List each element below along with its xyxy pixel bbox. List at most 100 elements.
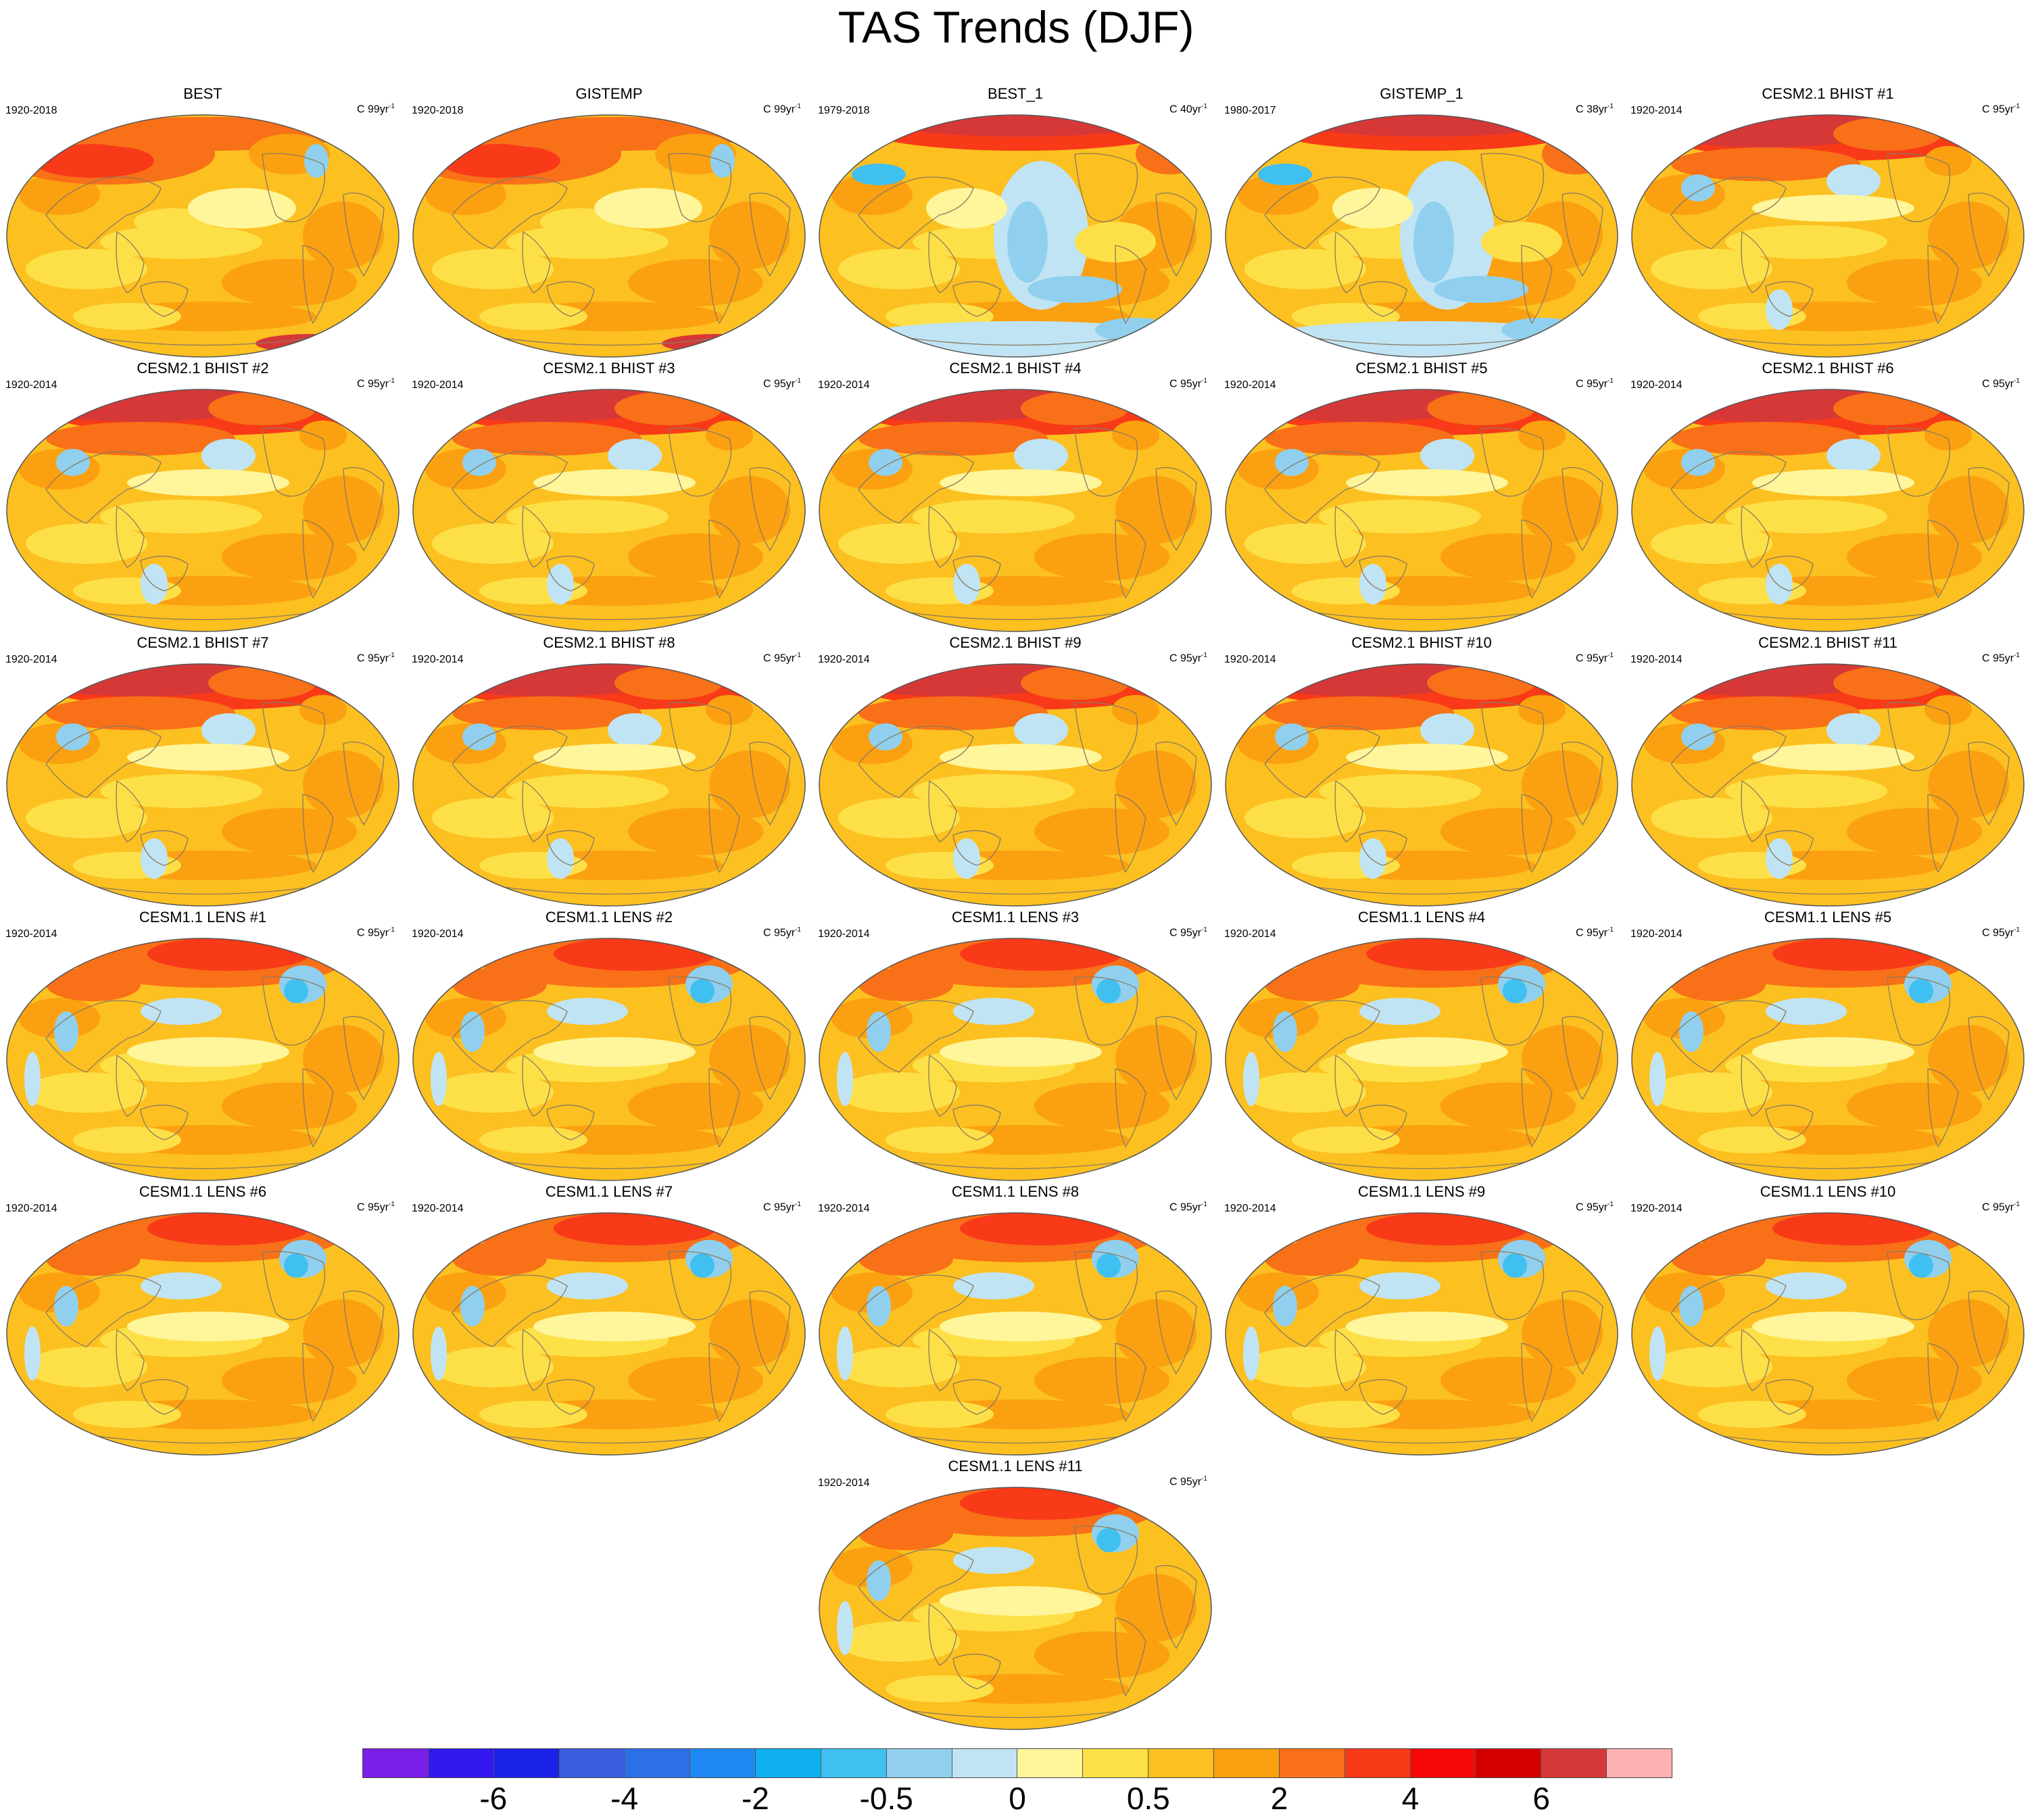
coastline	[668, 427, 732, 497]
colorbar-segment	[493, 1749, 559, 1777]
trend-region	[222, 259, 357, 306]
colorbar-labels: -6 -4 -2 -0.5 0 0.5 2 4 6	[362, 1779, 1672, 1817]
panel-units-text: C 99yr	[763, 103, 796, 116]
trend-region	[940, 1586, 1102, 1616]
trend-region	[303, 476, 384, 544]
trend-region	[1671, 696, 1860, 730]
trend-region	[303, 1025, 384, 1093]
coastline	[1115, 245, 1146, 325]
trend-region	[858, 967, 953, 1001]
trend-region	[1671, 967, 1766, 1001]
panel-units-exponent: -1	[1607, 103, 1614, 110]
trend-region	[201, 439, 256, 473]
coastline	[1115, 1343, 1146, 1422]
coastline	[492, 610, 730, 621]
trend-region	[628, 1357, 763, 1404]
coastline	[45, 451, 162, 524]
coastline	[928, 780, 957, 842]
coastline	[928, 231, 957, 293]
trend-region	[554, 938, 716, 971]
trend-region	[1332, 188, 1413, 229]
coastline	[1155, 192, 1197, 277]
panel-units-exponent: -1	[795, 377, 801, 385]
trend-region	[852, 164, 906, 185]
trend-region	[141, 998, 222, 1025]
coastline	[452, 451, 568, 524]
panel-units-text: C 95yr	[356, 927, 389, 939]
trend-region	[953, 1272, 1034, 1299]
coastline	[140, 830, 189, 866]
trend-region	[56, 723, 90, 750]
coastline	[452, 1000, 568, 1073]
robinson-map	[6, 114, 400, 358]
trend-region	[1265, 696, 1454, 730]
trend-region	[1292, 1401, 1400, 1428]
map-border	[6, 1212, 400, 1456]
panel-years: 1920-2014	[412, 379, 464, 391]
coastline	[1155, 1015, 1197, 1101]
panel-units-exponent: -1	[2014, 926, 2020, 934]
panel-units-text: C 95yr	[1981, 103, 2014, 116]
map-border	[1631, 1212, 2025, 1456]
trend-region	[869, 723, 902, 750]
trend-region	[1518, 695, 1566, 725]
coastline	[1264, 1000, 1380, 1073]
panel-years: 1920-2014	[1630, 1203, 1683, 1214]
colorbar-segment	[1278, 1749, 1345, 1777]
trend-region	[1752, 1037, 1914, 1067]
panel-years: 1920-2014	[5, 928, 57, 940]
robinson-map	[1631, 389, 2025, 632]
trend-region	[867, 1560, 891, 1601]
map-panel-cesm2-1-bhist-2: CESM2.1 BHIST #2 1920-2014 C 95yr-1	[0, 360, 406, 636]
panel-years: 1920-2014	[5, 379, 57, 391]
panel-units-text: C 95yr	[1981, 378, 2014, 390]
coastline	[858, 1000, 974, 1073]
trend-region	[506, 225, 669, 259]
coastline	[1741, 780, 1770, 842]
coastline	[86, 1434, 324, 1444]
coastline	[1968, 741, 2010, 826]
trend-region	[662, 334, 770, 353]
trend-region	[1441, 808, 1576, 855]
panel-units: C 95yr-1	[357, 924, 395, 940]
trend-region	[1847, 1082, 1982, 1130]
trend-region	[1766, 1272, 1847, 1299]
robinson-map	[6, 663, 400, 907]
coastline	[1305, 610, 1543, 621]
coastline	[262, 702, 326, 771]
coastline	[522, 1328, 551, 1391]
robinson-map	[412, 663, 806, 907]
panel-units-exponent: -1	[1201, 103, 1207, 110]
coastline	[86, 1159, 324, 1170]
robinson-map	[819, 1212, 1212, 1456]
coastline	[1562, 192, 1603, 277]
coastline	[522, 1054, 551, 1117]
panel-units: C 95yr-1	[1169, 649, 1207, 665]
trend-region	[940, 1312, 1102, 1341]
trend-region	[1115, 1025, 1196, 1093]
map-panel-best-1: BEST_1 1979-2018 C 40yr-1	[813, 85, 1218, 361]
trend-region	[1027, 276, 1122, 303]
trend-region	[1772, 938, 1935, 971]
map-panel-best: BEST 1920-2018 C 99yr-1	[0, 85, 406, 361]
coastline	[749, 741, 791, 826]
trend-region	[1681, 449, 1715, 476]
coastline	[262, 427, 326, 497]
coastline	[140, 1379, 189, 1415]
trend-region	[886, 1675, 994, 1702]
coastline	[492, 1434, 730, 1444]
panel-units: C 95yr-1	[1576, 924, 1614, 940]
map-border	[6, 663, 400, 907]
coastline	[1927, 1343, 1959, 1422]
coastline	[952, 281, 1001, 317]
trend-region	[1481, 222, 1562, 262]
colorbar-tick-label: -6	[479, 1781, 508, 1816]
trend-region	[54, 1011, 78, 1052]
coastline	[492, 336, 730, 346]
trend-region	[831, 174, 913, 215]
coastline	[952, 830, 1001, 866]
coastline	[546, 555, 595, 592]
coastline	[898, 885, 1136, 895]
panel-title: CESM1.1 LENS #7	[545, 1183, 673, 1200]
trend-region	[1366, 1213, 1528, 1245]
